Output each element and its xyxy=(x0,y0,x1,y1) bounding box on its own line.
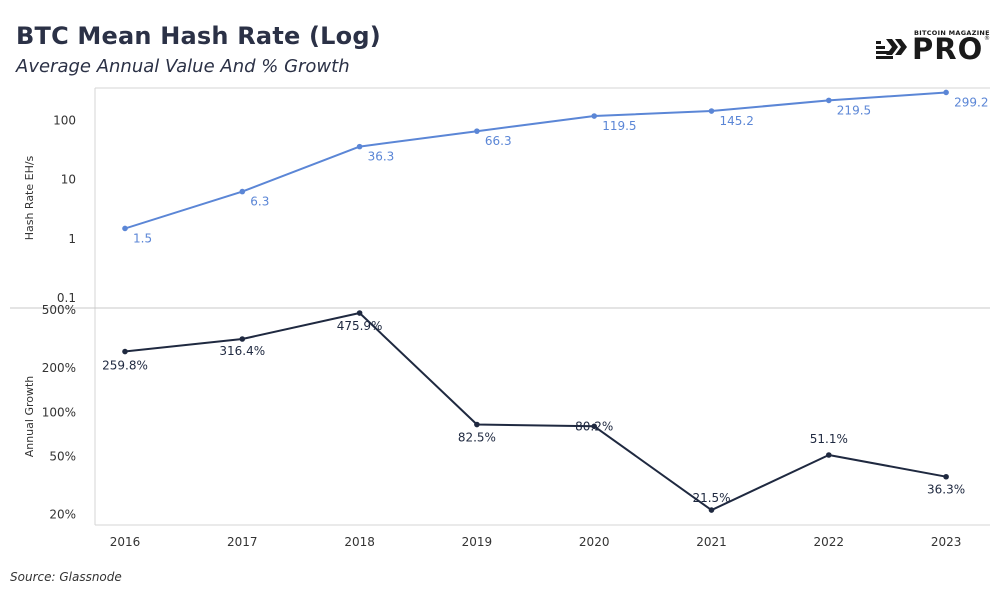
data-label: 82.5% xyxy=(458,431,496,445)
hash-rate-panel: 0.1 1 10 100 Hash Rate EH/s 1.5 6.3 36.3 66.3 119… xyxy=(23,89,988,305)
data-point xyxy=(239,188,246,195)
data-label: 80.2% xyxy=(575,419,613,433)
data-label: 119.5 xyxy=(602,119,636,133)
x-tick-label: 2016 xyxy=(110,535,141,549)
data-point xyxy=(591,113,597,119)
logo-top-text: BITCOIN MAGAZINE xyxy=(914,29,990,37)
data-point xyxy=(708,507,715,513)
data-label: 36.3% xyxy=(927,483,965,497)
x-tick-label: 2023 xyxy=(931,535,962,549)
y-tick-label: 200% xyxy=(42,361,76,375)
data-point xyxy=(826,97,832,104)
data-point xyxy=(122,348,128,355)
series-line xyxy=(124,91,947,230)
data-point xyxy=(943,89,949,96)
data-label: 36.3 xyxy=(368,150,395,164)
data-point xyxy=(474,421,480,428)
y-tick-label: 10 xyxy=(61,173,76,187)
data-point xyxy=(591,423,597,430)
data-label: 21.5% xyxy=(692,491,730,505)
data-point xyxy=(826,452,832,458)
data-point xyxy=(239,336,246,342)
data-point xyxy=(474,128,480,134)
x-tick-label: 2021 xyxy=(696,535,727,549)
y-tick-label: 50% xyxy=(49,449,76,463)
y-tick-label: 1 xyxy=(68,232,76,246)
data-label: 299.2 xyxy=(954,95,988,109)
chart-frame xyxy=(10,87,990,526)
data-point xyxy=(356,310,363,316)
chart-subtitle: Average Annual Value And % Growth xyxy=(16,56,350,77)
y-tick-label: 100 xyxy=(53,114,76,128)
annual-growth-panel: 20% 50% 100% 200% 500% Annual Growth 259.8% 316… xyxy=(23,303,965,522)
data-point xyxy=(122,225,128,232)
x-tick-label: 2017 xyxy=(227,535,258,549)
data-point xyxy=(708,108,715,114)
data-label: 475.9% xyxy=(337,319,383,333)
source-note: Source: Glassnode xyxy=(10,570,122,584)
y-tick-label: 100% xyxy=(42,405,76,419)
data-label: 316.4% xyxy=(219,344,265,358)
x-tick-label: 2019 xyxy=(462,535,493,549)
x-tick-label: 2020 xyxy=(579,535,610,549)
data-point xyxy=(356,143,363,150)
logo-mark-icon xyxy=(876,39,907,59)
data-label: 51.1% xyxy=(810,432,848,446)
data-label: 145.2 xyxy=(720,114,754,128)
data-label: 219.5 xyxy=(837,103,871,117)
y-axis-title: Hash Rate EH/s xyxy=(23,155,36,240)
data-label: 6.3 xyxy=(250,195,269,209)
x-tick-label: 2018 xyxy=(344,535,375,549)
y-tick-label: 500% xyxy=(42,303,76,317)
data-label: 66.3 xyxy=(485,134,512,148)
logo-registered-mark: ® xyxy=(984,35,990,42)
y-tick-label: 20% xyxy=(49,508,76,522)
y-tick-label: 0.1 xyxy=(57,291,76,305)
y-axis-title: Annual Growth xyxy=(23,376,36,458)
x-tick-label: 2022 xyxy=(814,535,845,549)
series-line xyxy=(124,312,947,512)
chart-title: BTC Mean Hash Rate (Log) xyxy=(16,22,381,50)
data-label: 1.5 xyxy=(133,231,152,245)
data-label: 259.8% xyxy=(102,359,148,373)
logo-main-text: PRO xyxy=(912,32,984,66)
x-axis: 2016 2017 2018 2019 2020 2021 2022 2023 xyxy=(110,535,962,549)
data-point xyxy=(943,473,949,480)
bitcoin-magazine-pro-logo: BITCOIN MAGAZINE PRO ® xyxy=(876,29,990,65)
